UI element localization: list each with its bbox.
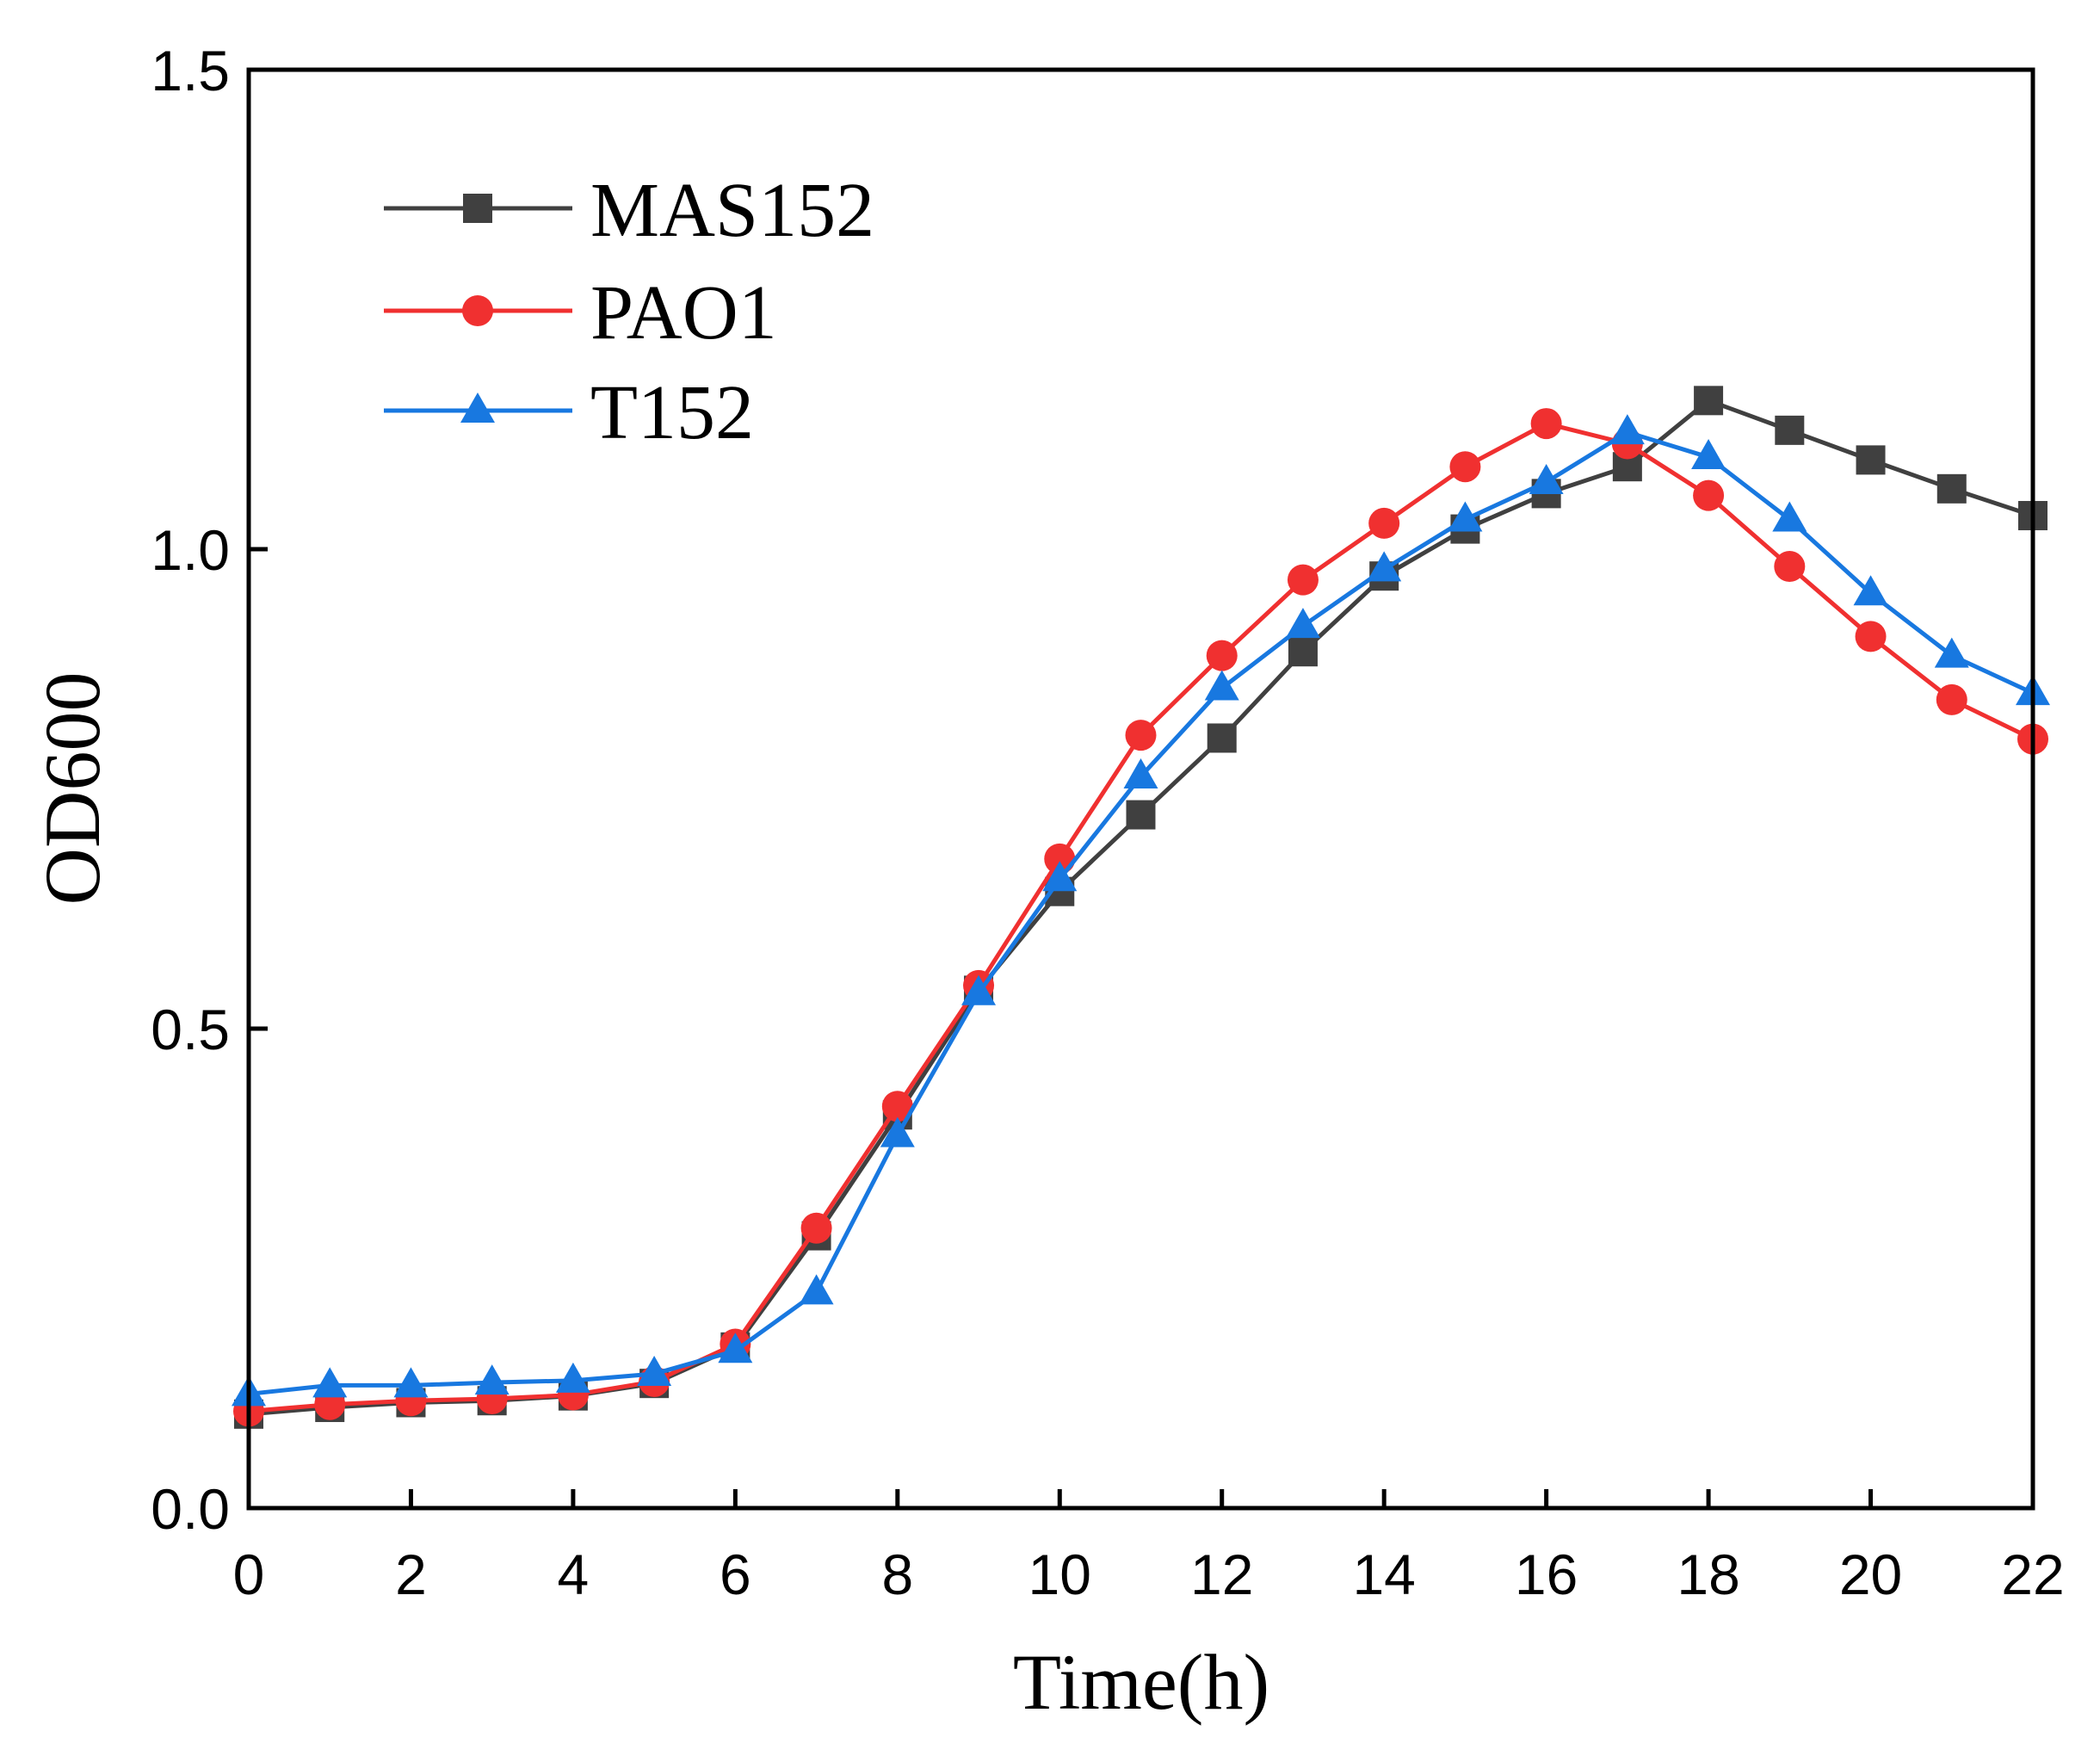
- data-point-mas152: [1288, 637, 1318, 667]
- data-point-pao1: [1125, 720, 1157, 751]
- data-point-mas152: [1694, 386, 1724, 416]
- data-point-t152: [799, 1274, 834, 1305]
- legend-label-t152: T152: [590, 370, 754, 455]
- data-point-pao1: [800, 1212, 832, 1244]
- x-tick-label: 22: [2001, 1543, 2064, 1606]
- x-tick-label: 14: [1352, 1543, 1415, 1606]
- data-point-pao1: [1855, 621, 1887, 652]
- data-point-t152: [555, 1362, 590, 1393]
- y-axis-label: OD600: [28, 672, 116, 906]
- x-tick-label: 10: [1028, 1543, 1091, 1606]
- data-point-t152: [474, 1364, 510, 1395]
- legend-marker-pao1: [462, 295, 493, 326]
- data-point-pao1: [1287, 564, 1319, 596]
- data-point-t152: [1691, 439, 1726, 470]
- x-axis-label: Time(h): [1013, 1638, 1269, 1726]
- plot-frame: [246, 67, 2035, 1511]
- x-tick-label: 0: [233, 1543, 265, 1606]
- legend: MAS152 PAO1 T152: [384, 168, 874, 455]
- legend-label-pao1: PAO1: [590, 270, 777, 356]
- data-point-t152: [1204, 670, 1239, 701]
- x-tick-label: 6: [720, 1543, 751, 1606]
- legend-marker-t152: [460, 393, 495, 423]
- data-point-t152: [1609, 414, 1645, 445]
- data-point-pao1: [1368, 507, 1400, 539]
- x-tick-label: 8: [881, 1543, 913, 1606]
- data-point-t152: [637, 1356, 672, 1387]
- data-point-mas152: [1775, 415, 1805, 445]
- data-point-t152: [1853, 575, 1888, 606]
- x-tick-label: 16: [1515, 1543, 1578, 1606]
- data-point-pao1: [1206, 640, 1238, 671]
- data-point-t152: [393, 1367, 429, 1398]
- data-point-t152: [1772, 501, 1807, 532]
- data-point-t152: [1042, 861, 1078, 892]
- x-tick-label: 2: [395, 1543, 427, 1606]
- y-tick-label: 1.5: [151, 39, 230, 102]
- legend-label-mas152: MAS152: [590, 168, 874, 253]
- y-tick-label: 1.0: [151, 518, 230, 582]
- data-point-pao1: [1449, 451, 1481, 483]
- data-point-mas152: [1207, 723, 1237, 753]
- data-point-t152: [1285, 608, 1320, 639]
- x-tick-label: 18: [1677, 1543, 1739, 1606]
- y-tick-label: 0.5: [151, 998, 230, 1061]
- data-point-t152: [312, 1367, 348, 1398]
- x-tick-label: 20: [1839, 1543, 1902, 1606]
- data-point-t152: [1448, 501, 1483, 532]
- data-point-mas152: [1936, 473, 1967, 504]
- x-tick-label: 12: [1190, 1543, 1253, 1606]
- data-point-t152: [718, 1332, 753, 1363]
- data-point-t152: [1529, 464, 1564, 495]
- data-point-pao1: [1693, 479, 1725, 511]
- legend-marker-mas152: [463, 194, 492, 223]
- data-point-t152: [1123, 758, 1158, 789]
- data-point-mas152: [1126, 800, 1156, 830]
- data-point-t152: [1367, 551, 1402, 582]
- data-point-pao1: [881, 1091, 913, 1122]
- data-point-pao1: [1530, 408, 1562, 440]
- data-point-pao1: [1936, 683, 1967, 715]
- series-line-mas152: [248, 398, 2034, 1417]
- y-tick-label: 0.0: [151, 1477, 230, 1541]
- data-point-t152: [880, 1116, 915, 1147]
- data-point-mas152: [1856, 445, 1886, 475]
- series-line-t152: [248, 430, 2035, 1396]
- data-point-t152: [961, 974, 997, 1005]
- x-tick-label: 4: [558, 1543, 590, 1606]
- data-point-pao1: [1774, 551, 1806, 583]
- series-line-pao1: [248, 421, 2035, 1413]
- data-point-t152: [1934, 637, 1969, 668]
